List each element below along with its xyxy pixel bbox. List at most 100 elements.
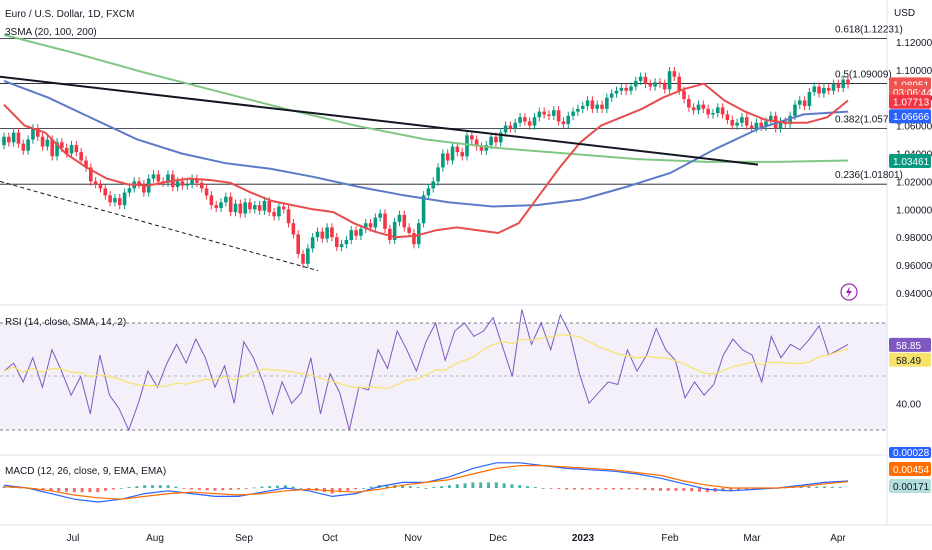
candle-body <box>807 92 812 107</box>
symbol-title[interactable]: Euro / U.S. Dollar, 1D, FXCM <box>5 9 134 20</box>
macd-histogram-bar <box>346 488 350 491</box>
candle-body <box>441 153 445 168</box>
candle-body <box>397 214 402 222</box>
time-label: Sep <box>235 533 253 544</box>
candle-body <box>272 212 276 217</box>
macd-histogram-bar <box>158 485 162 488</box>
price-badge <box>889 109 931 124</box>
price-tick: 1.00000 <box>896 205 932 216</box>
macd-histogram-bar <box>572 488 576 490</box>
macd-histogram-bar <box>549 488 553 489</box>
macd-histogram-bar <box>674 488 678 491</box>
candle-body <box>354 230 358 236</box>
candle-body <box>672 71 677 77</box>
candle-body <box>754 122 759 129</box>
macd-label[interactable]: MACD (12, 26, close, 9, EMA, EMA) <box>5 466 166 477</box>
candle-body <box>175 181 180 187</box>
signal-badge <box>889 462 931 476</box>
macd-histogram-bar <box>744 488 748 490</box>
macd-histogram-bar <box>197 488 201 490</box>
macd-histogram-bar <box>479 482 483 488</box>
candle-body <box>638 76 643 81</box>
time-label: Oct <box>322 533 338 544</box>
rsi-label[interactable]: RSI (14, close, SMA, 14, 2) <box>5 317 126 328</box>
fib-label: 0.236(1.01801) <box>835 170 903 181</box>
macd-histogram-bar <box>627 488 631 490</box>
macd-badge-text: 0.00028 <box>893 448 930 459</box>
candle-body <box>580 106 585 109</box>
candle-body <box>508 125 513 129</box>
candle-body <box>296 234 300 254</box>
candle-body <box>537 111 542 118</box>
price-tick: 0.98000 <box>896 233 932 244</box>
candle-body <box>359 228 363 236</box>
macd-histogram-bar <box>268 486 272 488</box>
candle-body <box>547 114 551 116</box>
candle-body <box>21 143 26 151</box>
macd-histogram-bar <box>424 488 428 489</box>
price-badge-text: 1.07713 <box>893 98 930 109</box>
candle-body <box>40 136 45 147</box>
hist-badge <box>889 479 931 493</box>
macd-histogram-bar <box>72 488 76 493</box>
rsi-sma-line <box>3 334 849 389</box>
candle-body <box>730 120 735 126</box>
candle-body <box>103 188 108 196</box>
candle-body <box>725 114 730 120</box>
candle-body <box>252 205 257 210</box>
macd-histogram-bar <box>252 487 256 489</box>
candle-body <box>209 195 214 206</box>
candle-body <box>812 86 817 93</box>
rsi-badge-text: 58.85 <box>896 341 921 352</box>
candle-body <box>759 122 763 127</box>
price-badge-text: 1.06666 <box>893 112 930 123</box>
macd-histogram-bar <box>557 488 561 489</box>
macd-histogram-bar <box>244 488 248 489</box>
candle-body <box>778 121 783 129</box>
macd-histogram-bar <box>588 488 592 490</box>
candle-body <box>402 214 407 228</box>
candle-body <box>788 115 792 125</box>
candle-body <box>431 181 436 189</box>
macd-histogram-bar <box>830 486 834 488</box>
trendline <box>0 75 759 166</box>
candle-body <box>605 97 609 109</box>
candle-body <box>195 178 199 183</box>
macd-histogram-bar <box>96 488 100 493</box>
candle-body <box>735 122 739 126</box>
rsi-pane <box>3 309 849 432</box>
lightning-icon[interactable] <box>840 283 858 301</box>
candle-body <box>590 100 595 109</box>
candle-body <box>388 228 392 240</box>
candle-body <box>257 205 262 211</box>
macd-histogram-bar <box>41 488 45 490</box>
macd-histogram-bar <box>729 488 733 491</box>
price-badge <box>889 94 931 109</box>
price-badge <box>889 154 931 169</box>
price-tick: 1.06000 <box>896 122 932 133</box>
candle-body <box>667 71 672 90</box>
candle-body <box>426 188 431 196</box>
candle-body <box>310 237 315 249</box>
macd-histogram-bar <box>174 486 178 488</box>
macd-histogram-bar <box>104 488 108 491</box>
candle-body <box>846 79 850 85</box>
candle-body <box>60 142 64 148</box>
time-label: Jul <box>67 533 80 544</box>
candle-body <box>595 104 600 109</box>
price-tick: 1.10000 <box>896 66 932 77</box>
candle-body <box>412 233 416 245</box>
candle-body <box>474 139 479 147</box>
indicator-label[interactable]: 3SMA (20, 100, 200) <box>5 27 97 38</box>
candle-body <box>383 213 387 229</box>
macd-histogram-bar <box>338 488 342 493</box>
candle-body <box>262 200 267 211</box>
candle-body <box>185 184 190 186</box>
candle-body <box>744 117 749 126</box>
candle-body <box>325 227 329 239</box>
candle-body <box>643 76 648 84</box>
fib-label: 0.382(1.05787) <box>835 115 903 126</box>
candle-body <box>653 82 657 87</box>
macd-histogram-bar <box>815 486 819 488</box>
candle-body <box>769 115 773 122</box>
